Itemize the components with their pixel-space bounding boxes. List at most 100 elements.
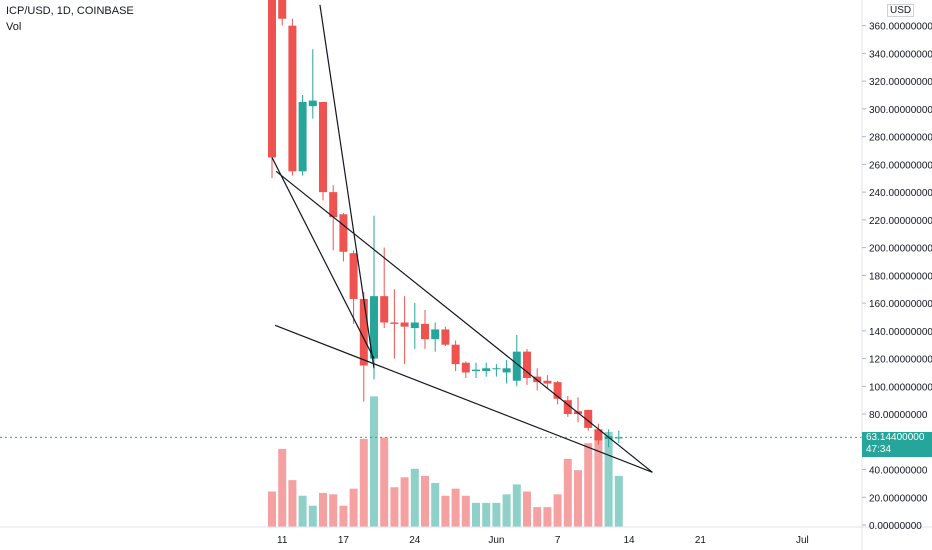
candle-body[interactable] bbox=[329, 192, 338, 218]
candle-body[interactable] bbox=[319, 101, 327, 193]
volume-bar bbox=[594, 436, 603, 527]
volume-layer bbox=[268, 396, 623, 527]
time-tick-label: Jul bbox=[796, 535, 809, 546]
volume-bar bbox=[574, 470, 582, 527]
price-tick-label: 20.00000000 bbox=[869, 493, 928, 504]
candle-body[interactable] bbox=[563, 400, 572, 415]
candle-body[interactable] bbox=[523, 351, 531, 378]
volume-bar bbox=[441, 495, 450, 527]
candle-body[interactable] bbox=[370, 296, 378, 359]
volume-bar bbox=[319, 492, 327, 527]
candle-body[interactable] bbox=[472, 369, 480, 372]
trendline-layer bbox=[271, 4, 653, 473]
volume-bar bbox=[268, 491, 276, 527]
volume-bar bbox=[584, 443, 593, 527]
price-tick-label: 240.00000000 bbox=[869, 188, 932, 199]
volume-bar bbox=[421, 475, 429, 527]
candle-body[interactable] bbox=[584, 409, 593, 428]
candle-body[interactable] bbox=[451, 344, 460, 365]
price-tick-label: 40.00000000 bbox=[869, 466, 928, 477]
candle-body[interactable] bbox=[278, 0, 287, 19]
volume-bar bbox=[380, 437, 389, 527]
price-tick-label: 340.00000000 bbox=[869, 49, 932, 60]
candle-body[interactable] bbox=[482, 368, 491, 372]
volume-bar bbox=[543, 507, 552, 527]
time-tick-label: Jun bbox=[488, 535, 504, 546]
candle-body[interactable] bbox=[502, 368, 511, 373]
candle-body[interactable] bbox=[512, 351, 521, 381]
volume-bar bbox=[482, 502, 491, 527]
candle-body[interactable] bbox=[461, 362, 470, 373]
trendline[interactable] bbox=[275, 170, 653, 473]
volume-bar bbox=[400, 477, 409, 527]
volume-bar bbox=[329, 494, 338, 527]
trendline[interactable] bbox=[319, 4, 375, 369]
volume-bar bbox=[339, 505, 348, 527]
candle-body[interactable] bbox=[553, 382, 562, 399]
candle-body[interactable] bbox=[543, 380, 552, 384]
candle-body[interactable] bbox=[268, 0, 276, 158]
currency-badge[interactable]: USD bbox=[887, 4, 915, 17]
volume-bar bbox=[359, 438, 368, 527]
volume-bar bbox=[410, 468, 419, 527]
price-tick-label: 80.00000000 bbox=[869, 410, 928, 421]
time-tick-label: 14 bbox=[623, 535, 635, 546]
time-tick-label: 21 bbox=[695, 535, 707, 546]
volume-bar bbox=[278, 448, 287, 527]
candle-body[interactable] bbox=[594, 429, 603, 441]
symbol-title[interactable]: ICP/USD, 1D, COINBASE bbox=[6, 5, 134, 17]
volume-bar bbox=[604, 431, 613, 527]
volume-bar bbox=[563, 458, 572, 527]
price-tick-label: 360.00000000 bbox=[869, 22, 932, 33]
candle-body[interactable] bbox=[614, 437, 623, 439]
candle-body[interactable] bbox=[410, 322, 419, 329]
volume-bar bbox=[614, 475, 623, 527]
price-tick-label: 220.00000000 bbox=[869, 216, 932, 227]
candle-body[interactable] bbox=[359, 298, 368, 366]
candle-body[interactable] bbox=[431, 329, 440, 340]
volume-bar bbox=[553, 494, 562, 527]
candle-body[interactable] bbox=[339, 214, 348, 252]
volume-bar bbox=[308, 505, 317, 527]
candle-body[interactable] bbox=[298, 101, 307, 172]
volume-bar bbox=[451, 488, 460, 527]
time-tick-label: 17 bbox=[338, 535, 350, 546]
candle-body[interactable] bbox=[288, 25, 297, 172]
bar-countdown: 47:34 bbox=[866, 444, 892, 456]
candle-body[interactable] bbox=[390, 322, 399, 324]
price-tick-label: 180.00000000 bbox=[869, 271, 932, 282]
time-tick-label: 24 bbox=[409, 535, 421, 546]
candle-body[interactable] bbox=[421, 323, 429, 340]
volume-bar bbox=[523, 491, 531, 527]
price-tick-label: 0.00000000 bbox=[869, 521, 922, 532]
candle-body[interactable] bbox=[441, 329, 450, 345]
price-tick-label: 200.00000000 bbox=[869, 244, 932, 255]
volume-bar bbox=[298, 495, 307, 527]
price-tick-label: 100.00000000 bbox=[869, 382, 932, 393]
volume-bar bbox=[512, 484, 521, 527]
candle-body[interactable] bbox=[492, 368, 501, 370]
price-tick-label: 260.00000000 bbox=[869, 160, 932, 171]
volume-bar bbox=[492, 502, 501, 527]
candles-layer bbox=[268, 0, 623, 448]
candle-body[interactable] bbox=[308, 100, 317, 107]
price-tick-label: 300.00000000 bbox=[869, 105, 932, 116]
candle-body[interactable] bbox=[349, 253, 358, 299]
price-tick-label: 280.00000000 bbox=[869, 133, 932, 144]
volume-indicator-label[interactable]: Vol bbox=[6, 21, 22, 33]
volume-bar bbox=[349, 488, 358, 527]
price-tick-label: 160.00000000 bbox=[869, 299, 932, 310]
time-axis: 11 17 24 Jun 7 14 21 Jul bbox=[277, 535, 809, 546]
trendline[interactable] bbox=[274, 324, 653, 473]
price-tick-label: 120.00000000 bbox=[869, 355, 932, 366]
candle-body[interactable] bbox=[400, 322, 409, 327]
price-tick-label: 320.00000000 bbox=[869, 77, 932, 88]
volume-bar bbox=[472, 502, 480, 527]
volume-bar bbox=[502, 494, 511, 527]
candle-body[interactable] bbox=[380, 296, 389, 323]
last-price-badge: 63.14400000 47:34 bbox=[862, 432, 932, 458]
trendline[interactable] bbox=[271, 157, 375, 359]
volume-bar bbox=[533, 507, 542, 527]
